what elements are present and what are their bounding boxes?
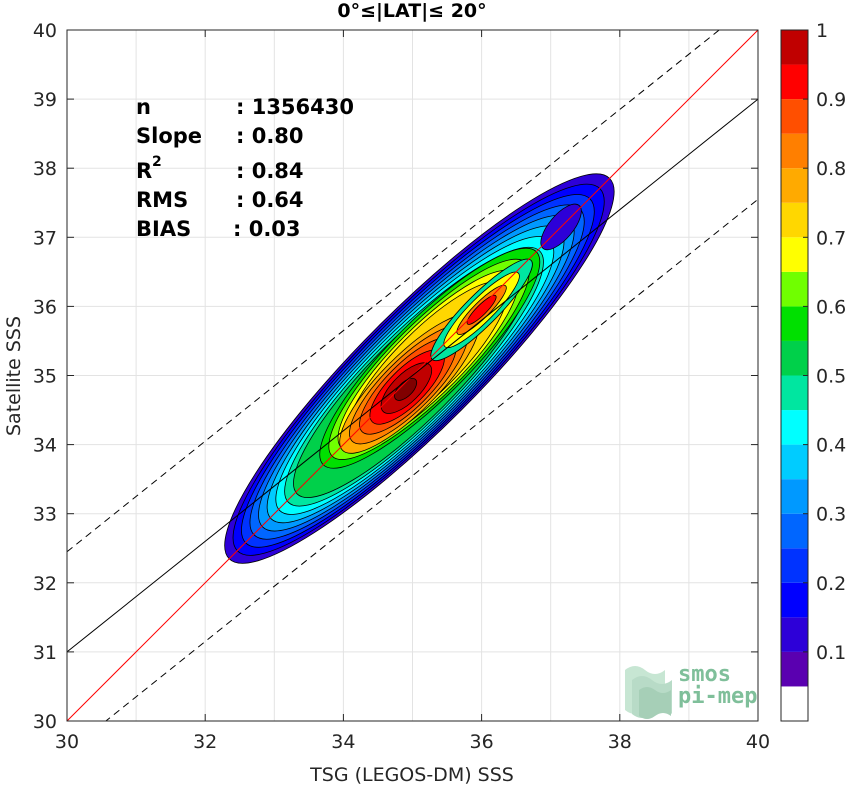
- x-tick-label: 40: [746, 731, 770, 753]
- line-upper-bound: [67, 30, 720, 553]
- contour-secondary-peak: [466, 294, 497, 325]
- stat-rms-key: RMS: [136, 188, 188, 212]
- stat-n-key: n: [136, 95, 151, 119]
- y-tick-label: 33: [33, 504, 57, 526]
- colorbar-swatch: [781, 686, 808, 721]
- smos-pi-mep-logo: smos pi-mep: [625, 662, 757, 719]
- colorbar-tick-label: 0.5: [816, 366, 846, 388]
- line-regression: [67, 98, 758, 653]
- y-tick-label: 38: [33, 158, 57, 180]
- colorbar-swatch: [781, 64, 808, 100]
- stat-rms-value: : 0.64: [236, 188, 304, 212]
- stat-n-value: : 1356430: [236, 95, 354, 119]
- line-lower-bound: [105, 198, 758, 721]
- stat-r2-sup: 2: [152, 154, 162, 170]
- colorbar-swatch: [781, 306, 808, 341]
- colorbar-tick-label: 0.2: [816, 573, 846, 595]
- colorbar-swatch: [781, 479, 808, 514]
- colorbar-swatch: [781, 237, 808, 272]
- colorbar-swatch: [781, 30, 808, 65]
- y-axis-ticks: 30 31 32 33 34 35 36 37 38 39 40: [33, 20, 758, 733]
- logo-line1: smos: [678, 662, 731, 687]
- stat-slope-value: : 0.80: [236, 124, 304, 148]
- colorbar-swatch: [781, 513, 808, 549]
- colorbar-tick-label: 0.1: [816, 642, 846, 664]
- colorbar-tick-label: 0.7: [816, 227, 846, 249]
- colorbar-ticks: 0.1 0.2 0.3 0.4 0.5 0.6 0.7 0.8 0.9 1: [803, 20, 846, 664]
- colorbar: [781, 30, 808, 721]
- colorbar-swatch: [781, 133, 808, 169]
- x-tick-label: 34: [331, 731, 355, 753]
- colorbar-swatch: [781, 168, 808, 203]
- colorbar-swatch: [781, 202, 808, 238]
- colorbar-swatch: [781, 582, 808, 618]
- y-tick-label: 32: [33, 573, 57, 595]
- colorbar-swatch: [781, 548, 808, 583]
- x-tick-label: 38: [608, 731, 632, 753]
- colorbar-swatch: [781, 651, 808, 687]
- x-tick-label: 36: [470, 731, 494, 753]
- y-tick-label: 37: [33, 227, 57, 249]
- y-tick-label: 34: [33, 435, 57, 457]
- stat-bias-value: : 0.03: [233, 217, 301, 241]
- y-tick-label: 39: [33, 89, 57, 111]
- y-tick-label: 35: [33, 366, 57, 388]
- y-tick-label: 30: [33, 711, 57, 733]
- colorbar-swatch: [781, 340, 808, 376]
- logo-wave-icon: [625, 666, 672, 719]
- colorbar-tick-label: 0.9: [816, 89, 846, 111]
- colorbar-swatch: [781, 410, 808, 445]
- x-axis-label: TSG (LEGOS-DM) SSS: [309, 764, 514, 786]
- y-tick-label: 36: [33, 296, 57, 318]
- colorbar-swatch: [781, 271, 808, 307]
- colorbar-swatch: [781, 375, 808, 411]
- colorbar-tick-label: 0.3: [816, 504, 846, 526]
- colorbar-swatch: [781, 617, 808, 652]
- colorbar-tick-label: 0.6: [816, 296, 846, 318]
- colorbar-swatch: [781, 99, 808, 134]
- stat-r2-key: R: [136, 159, 152, 183]
- y-axis-label: Satellite SSS: [3, 316, 25, 436]
- colorbar-swatch: [781, 444, 808, 480]
- colorbar-tick-label: 0.8: [816, 158, 846, 180]
- x-axis-ticks: 30 32 34 36 38 40: [55, 30, 770, 753]
- stats-block: n : 1356430 Slope : 0.80 R 2 : 0.84 RMS …: [136, 95, 354, 241]
- y-tick-label: 40: [33, 20, 57, 42]
- logo-line2: pi-mep: [678, 684, 757, 709]
- chart-title: 0°≤|LAT|≤ 20°: [337, 0, 486, 22]
- reference-lines: [67, 30, 758, 721]
- x-tick-label: 32: [193, 731, 217, 753]
- colorbar-tick-label: 1: [816, 20, 828, 42]
- stat-bias-key: BIAS: [136, 217, 191, 241]
- stat-slope-key: Slope: [136, 124, 202, 148]
- stat-r2-value: : 0.84: [236, 159, 304, 183]
- y-tick-label: 31: [33, 642, 57, 664]
- x-tick-label: 30: [55, 731, 79, 753]
- colorbar-tick-label: 0.4: [816, 435, 846, 457]
